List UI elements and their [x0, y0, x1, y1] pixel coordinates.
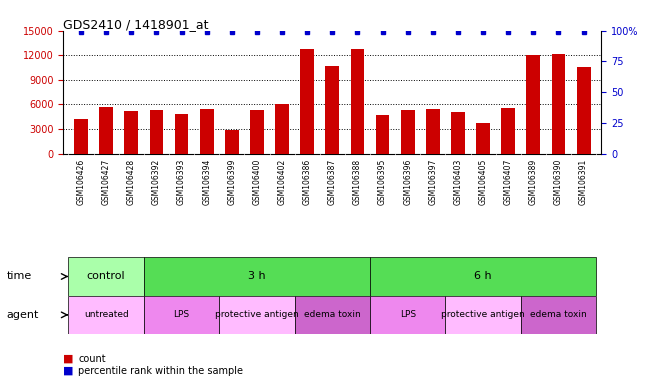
Text: LPS: LPS [174, 310, 190, 319]
Text: ■: ■ [63, 354, 74, 364]
Text: control: control [87, 271, 126, 281]
Text: GSM106392: GSM106392 [152, 159, 161, 205]
Bar [526, 55, 540, 154]
Text: LPS: LPS [399, 310, 415, 319]
Bar [174, 114, 188, 154]
Bar [451, 112, 465, 154]
Text: GSM106387: GSM106387 [328, 159, 337, 205]
Bar [144, 257, 370, 296]
Bar [501, 108, 515, 154]
Bar [375, 115, 389, 154]
Bar [124, 111, 138, 154]
Text: 3 h: 3 h [248, 271, 266, 281]
Text: GSM106426: GSM106426 [77, 159, 86, 205]
Text: edema toxin: edema toxin [304, 310, 361, 319]
Text: protective antigen: protective antigen [215, 310, 299, 319]
Text: count: count [78, 354, 106, 364]
Bar [74, 119, 88, 154]
Text: GSM106427: GSM106427 [102, 159, 111, 205]
Bar [69, 296, 144, 334]
Bar [144, 296, 219, 334]
Text: GSM106403: GSM106403 [454, 159, 462, 205]
Text: GSM106402: GSM106402 [278, 159, 287, 205]
Bar [325, 66, 339, 154]
Bar [200, 109, 214, 154]
Text: percentile rank within the sample: percentile rank within the sample [78, 366, 243, 376]
Bar [100, 107, 113, 154]
Text: ■: ■ [63, 366, 74, 376]
Text: GSM106400: GSM106400 [253, 159, 261, 205]
Bar [576, 67, 591, 154]
Text: 6 h: 6 h [474, 271, 492, 281]
Text: GSM106395: GSM106395 [378, 159, 387, 205]
Bar [69, 257, 144, 296]
Bar [351, 49, 364, 154]
Bar [250, 110, 264, 154]
Bar [150, 110, 164, 154]
Text: GSM106386: GSM106386 [303, 159, 312, 205]
Text: protective antigen: protective antigen [442, 310, 525, 319]
Text: GSM106428: GSM106428 [127, 159, 136, 205]
Text: GSM106389: GSM106389 [529, 159, 538, 205]
Text: GSM106390: GSM106390 [554, 159, 563, 205]
Text: untreated: untreated [84, 310, 128, 319]
Bar [401, 110, 415, 154]
Text: GDS2410 / 1418901_at: GDS2410 / 1418901_at [63, 18, 209, 31]
Text: time: time [7, 271, 32, 281]
Bar [476, 123, 490, 154]
Bar [219, 296, 295, 334]
Text: edema toxin: edema toxin [530, 310, 587, 319]
Text: GSM106391: GSM106391 [579, 159, 588, 205]
Text: GSM106399: GSM106399 [227, 159, 236, 205]
Text: GSM106405: GSM106405 [478, 159, 488, 205]
Bar [225, 130, 238, 154]
Bar [370, 296, 446, 334]
Text: GSM106388: GSM106388 [353, 159, 362, 205]
Text: GSM106407: GSM106407 [504, 159, 513, 205]
Text: GSM106393: GSM106393 [177, 159, 186, 205]
Bar [275, 104, 289, 154]
Text: GSM106394: GSM106394 [202, 159, 211, 205]
Bar [552, 54, 565, 154]
Bar [446, 296, 521, 334]
Bar [521, 296, 596, 334]
Bar [295, 296, 370, 334]
Text: agent: agent [7, 310, 39, 320]
Bar [426, 109, 440, 154]
Text: GSM106397: GSM106397 [428, 159, 438, 205]
Bar [370, 257, 596, 296]
Text: GSM106396: GSM106396 [403, 159, 412, 205]
Bar [301, 49, 314, 154]
